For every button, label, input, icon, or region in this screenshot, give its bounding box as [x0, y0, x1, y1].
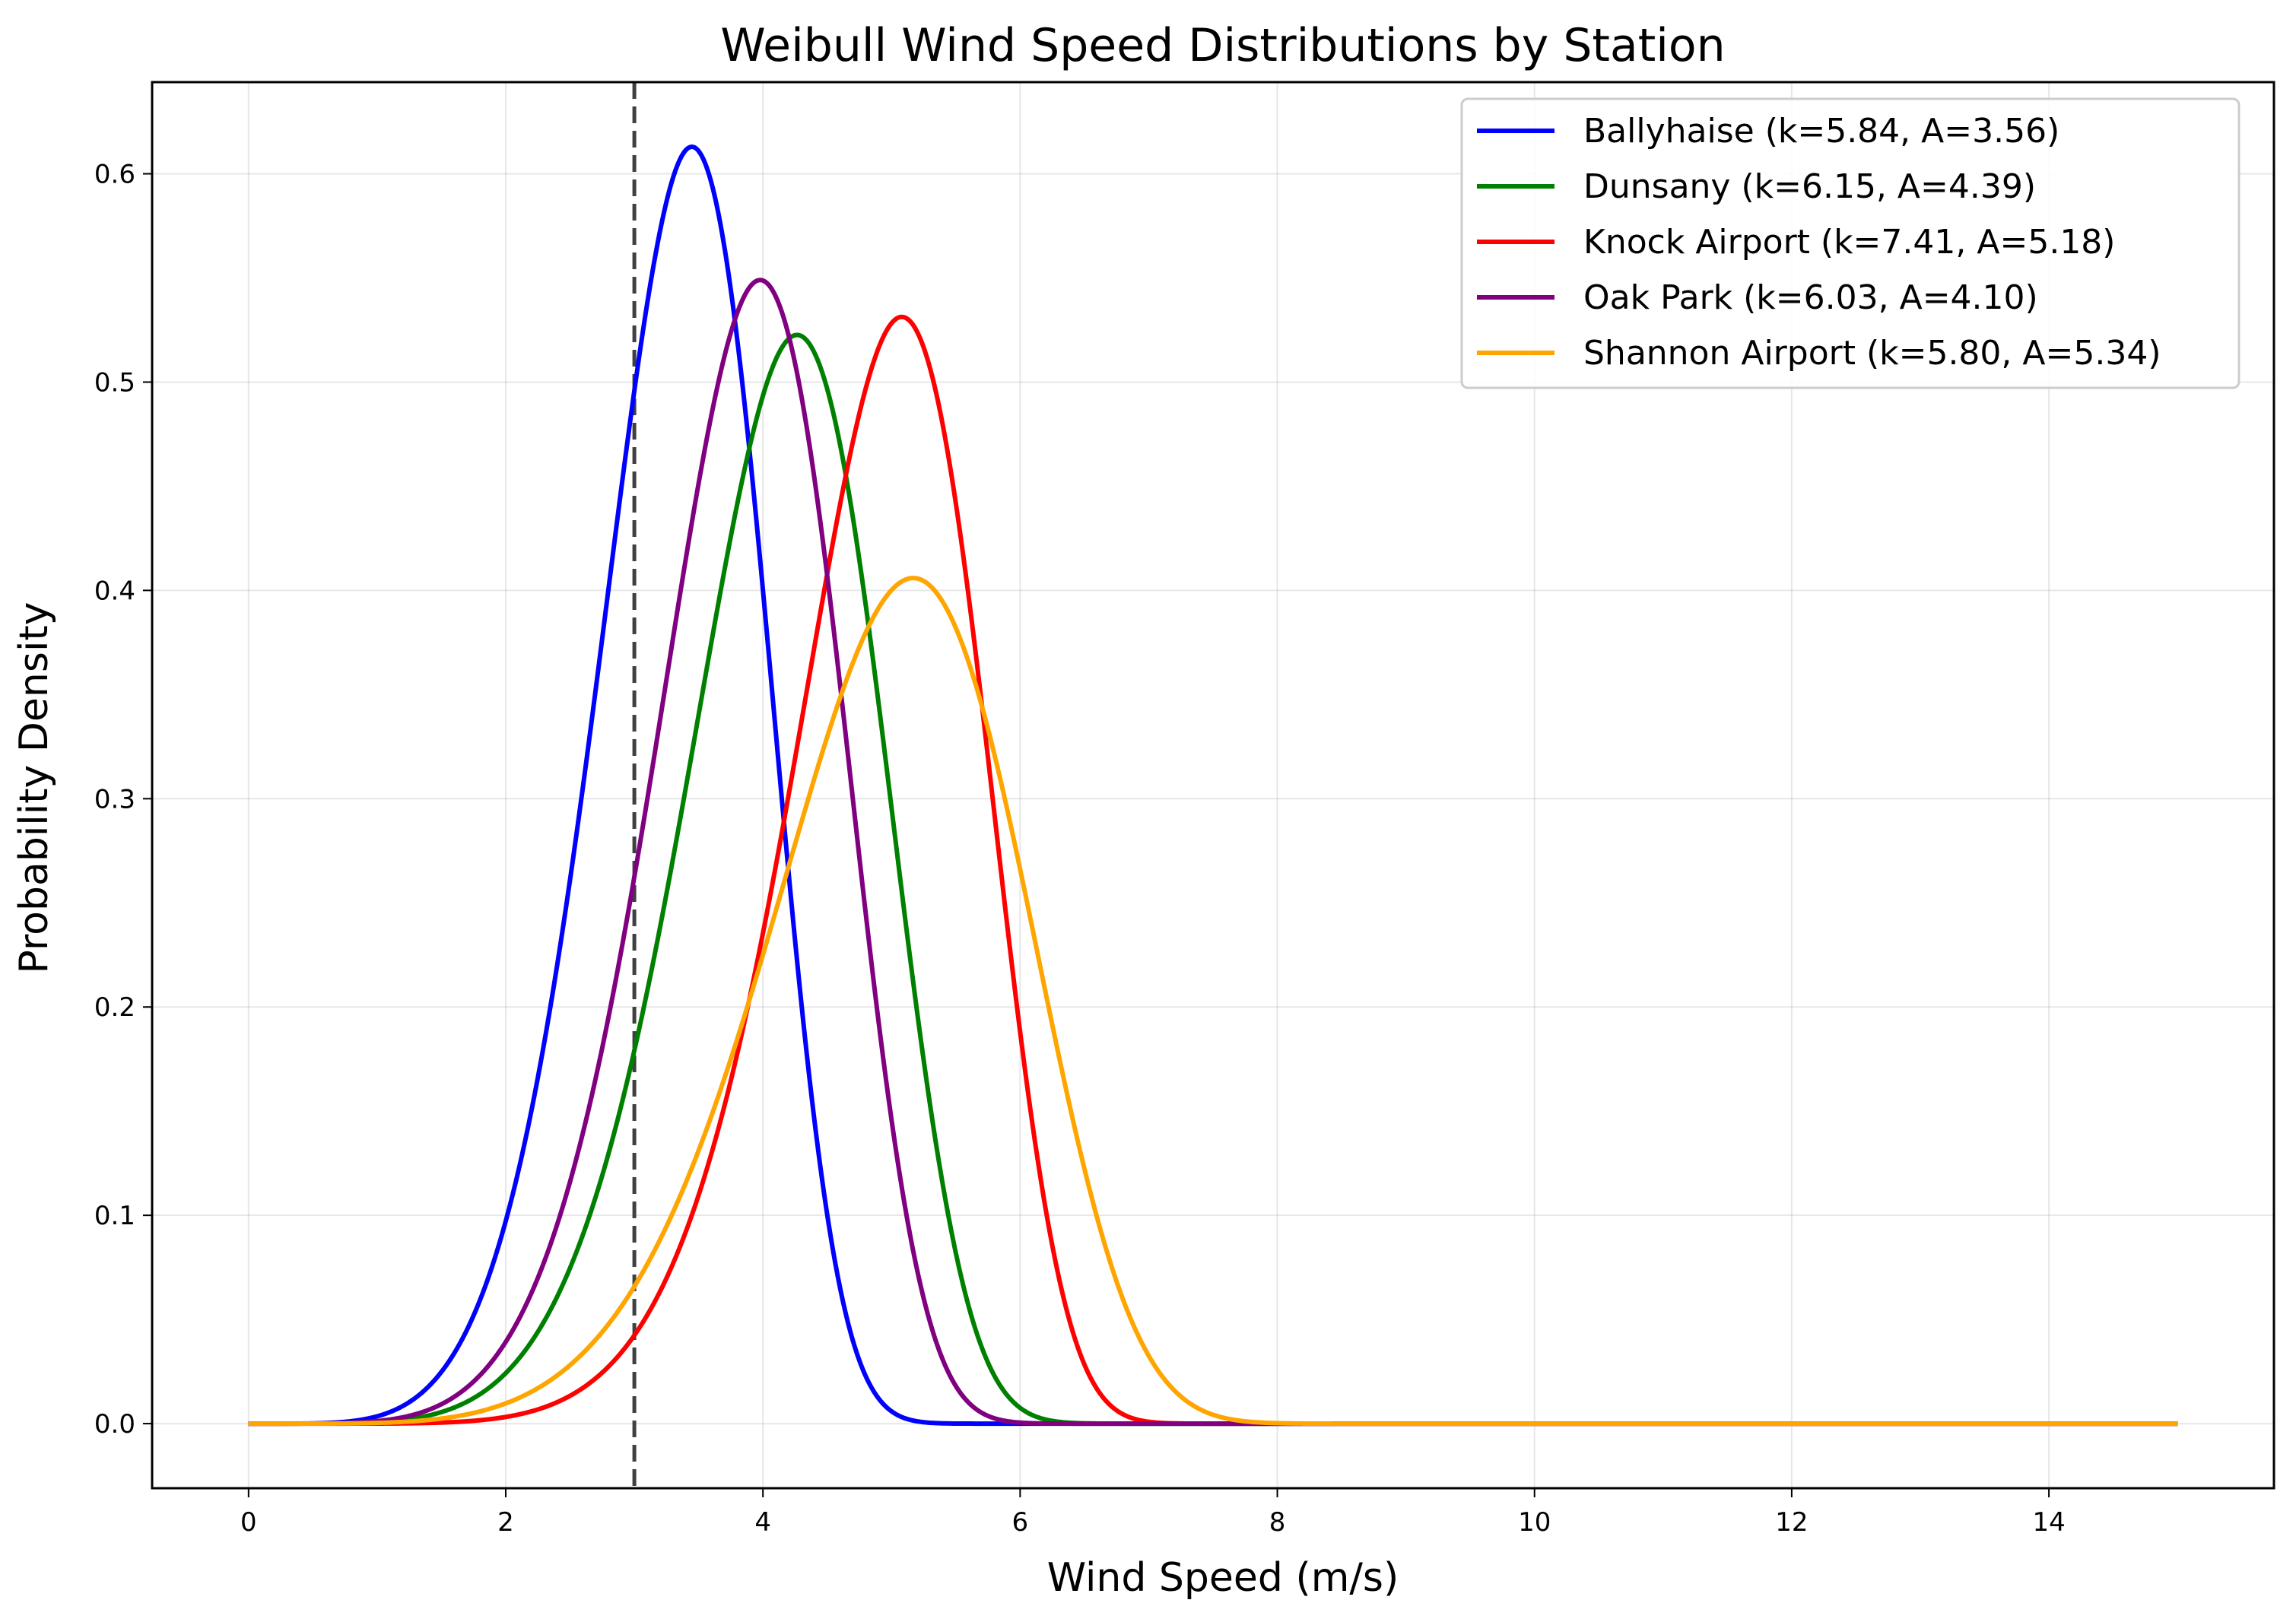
x-tick-label: 0 — [240, 1507, 257, 1538]
x-axis-label: Wind Speed (m/s) — [1047, 1555, 1399, 1601]
x-tick-label: 10 — [1518, 1507, 1551, 1538]
series-lines — [247, 144, 2179, 1427]
series-line — [247, 576, 2179, 1427]
y-tick-label: 0.1 — [94, 1201, 135, 1231]
legend-label: Oak Park (k=6.03, A=4.10) — [1583, 278, 2038, 317]
legend-label: Shannon Airport (k=5.80, A=5.34) — [1583, 334, 2161, 373]
y-tick-label: 0.2 — [94, 992, 135, 1023]
x-tick-label: 14 — [2032, 1507, 2065, 1538]
x-tick-label: 2 — [497, 1507, 514, 1538]
x-tick-label: 4 — [754, 1507, 771, 1538]
x-tick-label: 6 — [1012, 1507, 1029, 1538]
x-tick-label: 8 — [1269, 1507, 1286, 1538]
series-line — [247, 314, 2179, 1427]
x-tick-label: 12 — [1775, 1507, 1808, 1538]
y-tick-label: 0.4 — [94, 576, 135, 606]
legend-label: Ballyhaise (k=5.84, A=3.56) — [1583, 112, 2059, 151]
y-tick-label: 0.0 — [94, 1409, 135, 1440]
chart-title: Weibull Wind Speed Distributions by Stat… — [720, 19, 1725, 72]
series-line — [247, 278, 2179, 1427]
y-axis-label: Probability Density — [11, 602, 57, 973]
legend: Ballyhaise (k=5.84, A=3.56) Dunsany (k=6.… — [1460, 97, 2240, 389]
series-line — [247, 332, 2179, 1427]
legend-label: Dunsany (k=6.15, A=4.39) — [1583, 167, 2036, 206]
y-tick-label: 0.3 — [94, 784, 135, 814]
axis-ticks: 0 2 4 6 8 10 12 14 0.0 0.1 0.2 0.3 0.4 0.5 0.6 — [94, 160, 2066, 1538]
plot-frame — [151, 81, 2275, 1490]
legend-label: Knock Airport (k=7.41, A=5.18) — [1583, 223, 2115, 262]
y-tick-label: 0.6 — [94, 160, 135, 190]
legend-box — [1460, 97, 2240, 389]
y-tick-label: 0.5 — [94, 367, 135, 398]
